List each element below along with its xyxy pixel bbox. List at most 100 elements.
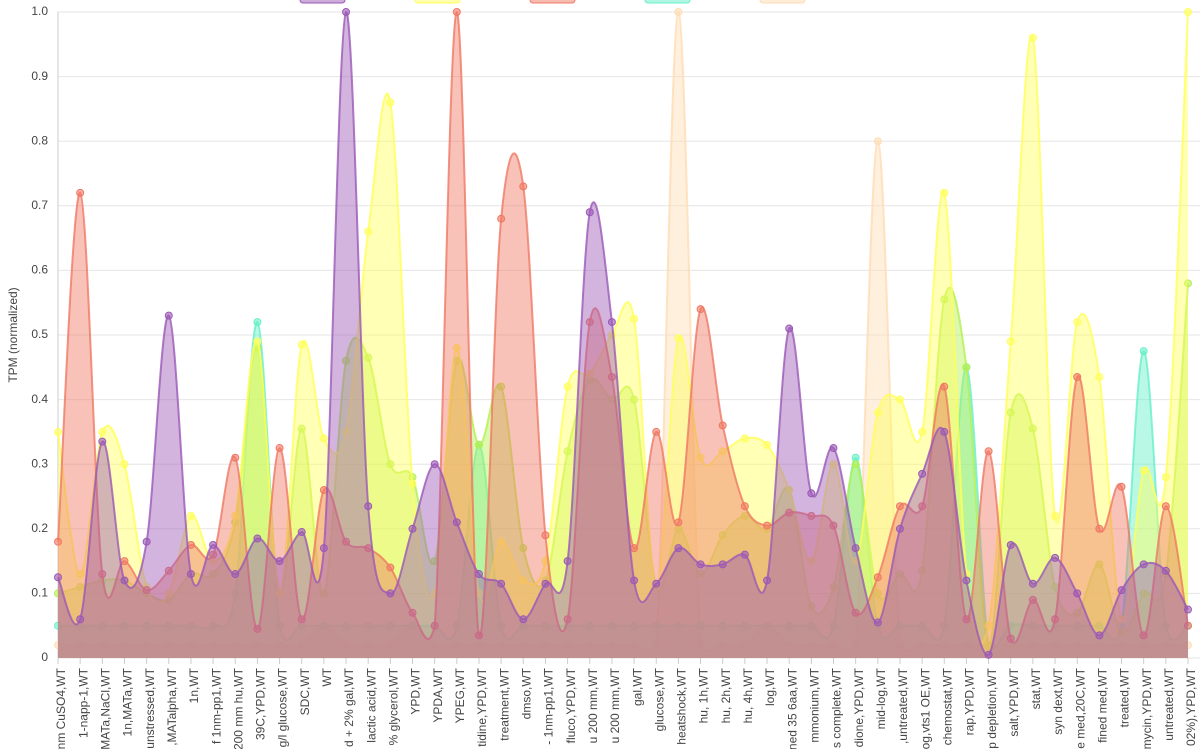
point xyxy=(563,557,572,566)
x-tick-label: chemostat,WT xyxy=(940,667,954,745)
point xyxy=(1139,589,1148,598)
point xyxy=(297,641,306,650)
y-tick-label: 0.3 xyxy=(31,456,48,470)
point xyxy=(962,363,971,372)
x-tick-label: lactic acid,WT xyxy=(364,667,378,742)
x-tick-label: YPD,WT xyxy=(409,667,423,714)
point xyxy=(452,641,461,650)
x-tick-label: u 200 mm,WT xyxy=(586,667,600,743)
y-tick-label: 0.9 xyxy=(31,69,48,83)
point xyxy=(1095,631,1104,640)
point xyxy=(231,511,240,520)
point xyxy=(253,337,262,346)
point xyxy=(408,524,417,533)
point xyxy=(895,641,904,650)
point xyxy=(76,582,85,591)
point xyxy=(1006,337,1015,346)
point xyxy=(674,8,683,16)
point xyxy=(585,641,594,650)
point xyxy=(962,615,971,624)
point xyxy=(164,311,173,320)
point xyxy=(386,563,395,572)
y-tick-label: 0.8 xyxy=(31,133,48,147)
x-tick-label: 1n,WT xyxy=(187,667,201,703)
point xyxy=(364,621,373,630)
point xyxy=(785,324,794,333)
y-tick-label: 1.0 xyxy=(31,4,48,18)
point xyxy=(940,382,949,391)
point xyxy=(829,460,838,469)
legend-swatch xyxy=(414,0,461,4)
point xyxy=(607,641,616,650)
point xyxy=(785,641,794,650)
point xyxy=(519,641,528,650)
point xyxy=(497,382,506,391)
y-tick-label: 0.5 xyxy=(31,327,48,341)
x-tick-label: 200 mm hu,WT xyxy=(231,667,245,749)
point xyxy=(563,641,572,650)
point xyxy=(652,579,661,588)
point xyxy=(209,570,218,579)
point xyxy=(607,621,616,630)
point xyxy=(120,641,129,650)
point xyxy=(607,318,616,327)
point xyxy=(1006,634,1015,643)
x-tick-label: 02%),YPD,WT xyxy=(1184,667,1198,746)
point xyxy=(984,447,993,456)
x-tick-label: dione,YPD,WT xyxy=(852,667,866,747)
x-tick-label: fluco,YPD,WT xyxy=(564,667,578,743)
point xyxy=(253,641,262,650)
point xyxy=(186,570,195,579)
x-tick-label: ,MATalpha,WT xyxy=(165,667,179,745)
x-tick-label: mycin,YPD,WT xyxy=(1140,667,1154,749)
line xyxy=(57,10,1189,644)
point xyxy=(807,557,816,566)
point xyxy=(54,621,62,630)
point xyxy=(519,615,528,624)
point xyxy=(275,641,284,650)
x-tick-label: % glycerol,WT xyxy=(387,667,401,745)
point xyxy=(696,560,705,569)
point xyxy=(364,353,373,362)
point xyxy=(231,453,240,462)
point xyxy=(585,621,594,630)
point xyxy=(895,502,904,511)
point xyxy=(873,589,882,598)
point xyxy=(918,427,927,436)
point xyxy=(785,508,794,517)
x-tick-label: untreated,WT xyxy=(1162,667,1176,740)
point xyxy=(918,566,927,575)
point xyxy=(54,573,62,582)
point xyxy=(98,427,107,436)
point xyxy=(253,624,262,633)
point xyxy=(740,641,749,650)
point xyxy=(829,582,838,591)
point xyxy=(519,544,528,553)
point xyxy=(209,540,218,549)
x-tick-label: e med,20C,WT xyxy=(1073,667,1087,748)
point xyxy=(386,641,395,650)
point xyxy=(851,608,860,617)
point xyxy=(275,444,284,453)
point xyxy=(142,537,151,546)
point xyxy=(297,528,306,537)
point xyxy=(98,621,107,630)
point xyxy=(342,621,351,630)
point xyxy=(364,641,373,650)
x-tick-label: ,untreated,WT xyxy=(896,667,910,744)
point xyxy=(1006,540,1015,549)
point xyxy=(386,621,395,630)
x-tick-label: g/l glucose,WT xyxy=(276,667,290,747)
point xyxy=(76,615,85,624)
point xyxy=(342,427,351,436)
point xyxy=(474,641,483,650)
point xyxy=(851,641,860,650)
x-tick-label: glucose,WT xyxy=(652,667,666,731)
point xyxy=(851,460,860,469)
x-tick-label: 39C,YPD,WT xyxy=(254,667,268,740)
point xyxy=(895,621,904,630)
point xyxy=(807,602,816,611)
x-tick-label: stat,WT xyxy=(1029,667,1043,709)
point xyxy=(386,98,395,107)
point xyxy=(807,489,816,498)
